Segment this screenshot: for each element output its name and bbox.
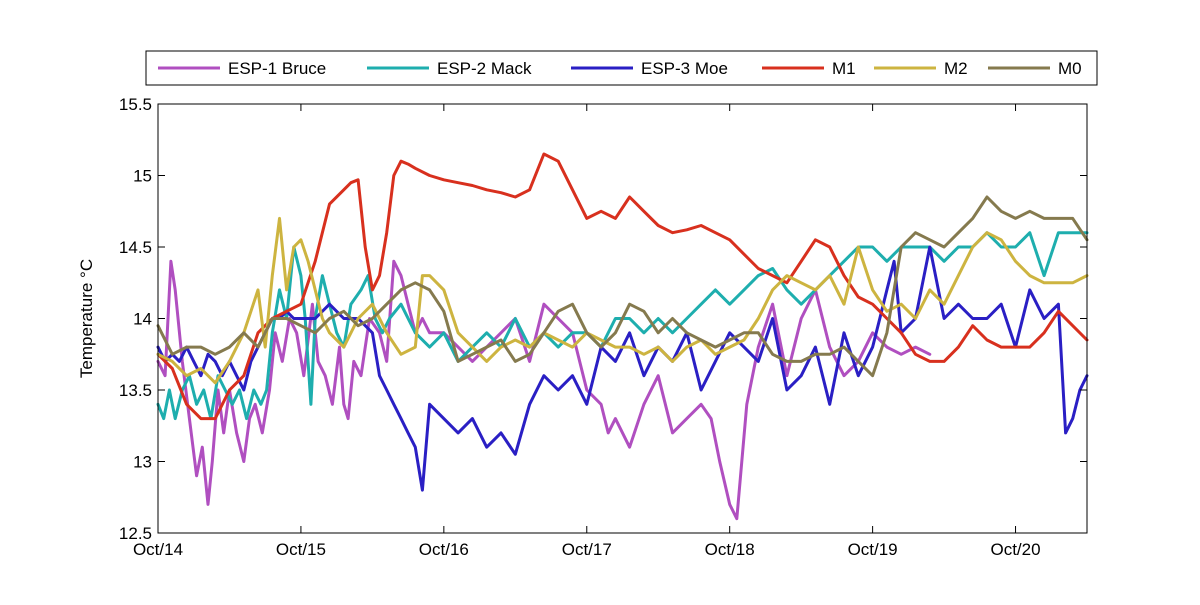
y-tick-label: 12.5 [119, 524, 152, 543]
legend: ESP-1 Bruce ESP-2 Mack ESP-3 Moe M1 M2 M0 [145, 50, 1098, 86]
x-tick-label: Oct/17 [562, 540, 612, 559]
x-tick-label: Oct/20 [990, 540, 1040, 559]
series-line-3 [156, 245, 1089, 492]
x-tick-label: Oct/15 [276, 540, 326, 559]
legend-label-3: ESP-3 Moe [641, 59, 728, 78]
y-tick-label: 13 [133, 453, 152, 472]
x-tick-label: Oct/18 [705, 540, 755, 559]
legend-label-4: M1 [832, 59, 856, 78]
tick-layer: 12.5 13 13.5 14 14.5 15 15.5 Oct/14 Oct/15 Oct/16… [119, 95, 1087, 559]
x-tick-label: Oct/14 [133, 540, 183, 559]
y-tick-label: 14.5 [119, 238, 152, 257]
y-tick-label: 14 [133, 310, 152, 329]
series-line-5 [156, 216, 1089, 385]
series-line-4 [156, 152, 1089, 421]
x-tick-label: Oct/16 [419, 540, 469, 559]
y-tick-label: 13.5 [119, 381, 152, 400]
series-line-1 [156, 259, 932, 521]
series-layer [156, 152, 1089, 521]
legend-label-6: M0 [1058, 59, 1082, 78]
y-tick-label: 15.5 [119, 95, 152, 114]
legend-label-1: ESP-1 Bruce [228, 59, 326, 78]
series-line-2 [156, 231, 1089, 421]
series-line-6 [156, 195, 1089, 378]
y-axis-label: Temperature °C [77, 259, 96, 378]
legend-label-2: ESP-2 Mack [437, 59, 532, 78]
y-tick-label: 15 [133, 167, 152, 186]
legend-label-5: M2 [944, 59, 968, 78]
x-tick-label: Oct/19 [848, 540, 898, 559]
